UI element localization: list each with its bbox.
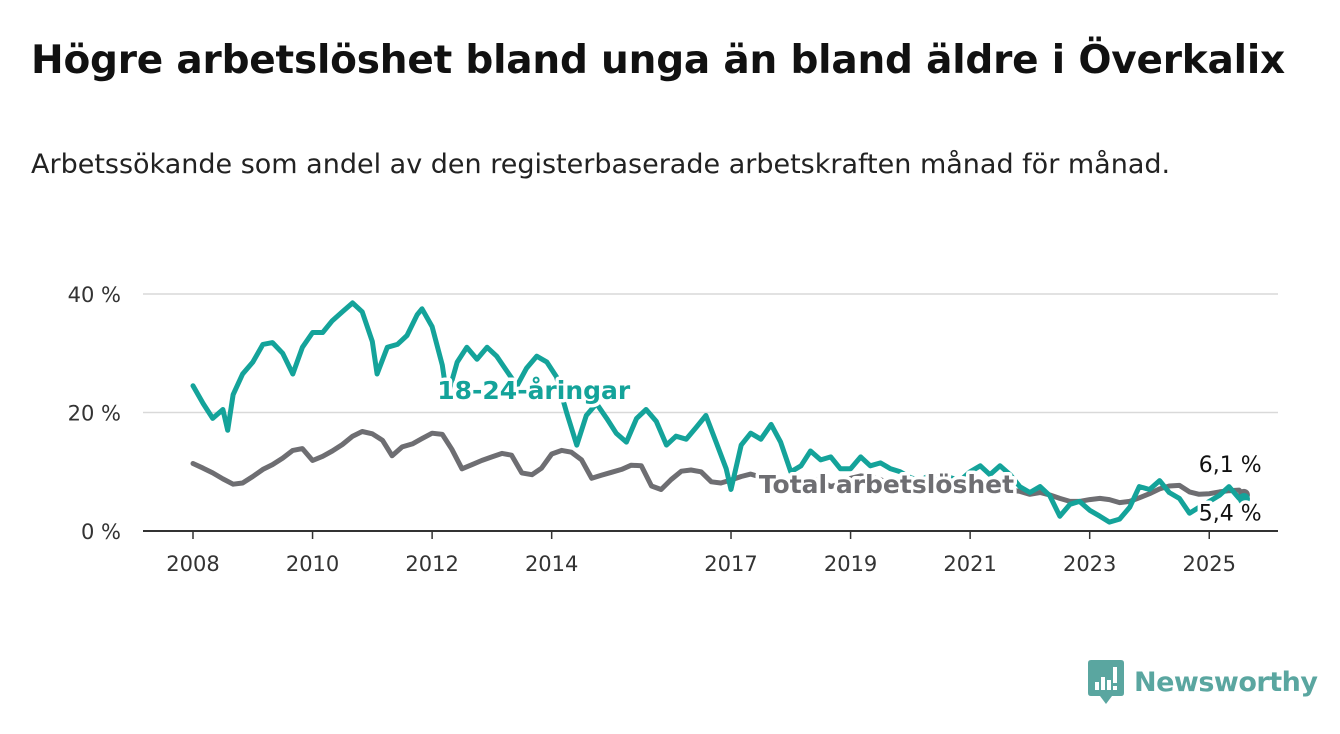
x-tick-label: 2012 [405, 552, 458, 576]
x-tick-label: 2010 [286, 552, 339, 576]
chart-subtitle: Arbetssökande som andel av den registerb… [31, 149, 1171, 180]
annotation-halo: Total arbetslöshet [759, 470, 1014, 499]
bar-chart-logo-icon [1088, 660, 1124, 704]
y-tick-label: 40 % [68, 283, 121, 307]
end-value-label: 6,1 % [1199, 453, 1262, 478]
axes: 0 % 20 % 40 % 2008 2010 2012 2014 2017 2019 2021 2… [68, 283, 1278, 576]
end-value-label: 5,4 % [1199, 501, 1262, 526]
series-label: 18-24-åringar [437, 376, 631, 405]
y-tick-label: 0 % [81, 520, 121, 544]
brand-name: Newsworthy [1134, 666, 1318, 698]
series-lines [190, 300, 1250, 525]
line-chart: 0 % 20 % 40 % 2008 2010 2012 2014 2017 2019 2021 2… [68, 283, 1278, 576]
annotation-halo: 18-24-åringar [437, 376, 631, 405]
y-tick-label: 20 % [68, 402, 121, 426]
annotation-halo: 5,4 % [1199, 501, 1262, 526]
x-tick-label: 2017 [704, 552, 757, 576]
chart-title: Högre arbetslöshet bland unga än bland ä… [31, 38, 1285, 83]
x-tick-label: 2014 [525, 552, 578, 576]
series-line-youth [190, 300, 1247, 525]
x-tick-label: 2023 [1063, 552, 1116, 576]
series-end-point [1237, 493, 1250, 506]
x-tick-label: 2008 [166, 552, 219, 576]
x-tick-label: 2019 [824, 552, 877, 576]
grid-lines [143, 293, 1278, 414]
series-label: Total arbetslöshet [759, 470, 1014, 499]
annotation-halo: 6,1 % [1199, 453, 1262, 478]
x-tick-label: 2021 [943, 552, 996, 576]
x-tick-label: 2025 [1183, 552, 1236, 576]
newsworthy-logo: Newsworthy [1088, 660, 1318, 704]
